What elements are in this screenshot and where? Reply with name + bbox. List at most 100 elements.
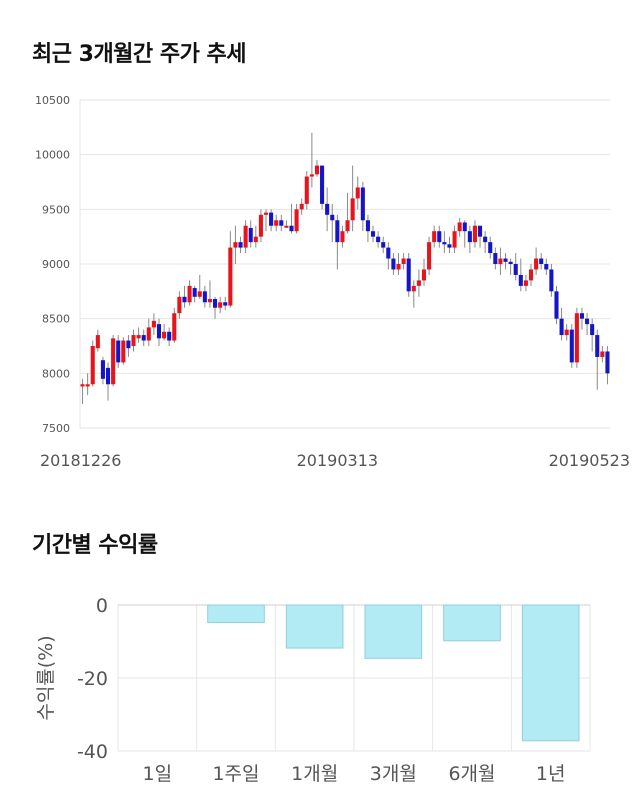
candle-body — [518, 274, 523, 286]
candle-body — [370, 231, 376, 237]
candle — [156, 318, 162, 346]
x-tick-label: 1주일 — [212, 763, 259, 785]
candle — [335, 214, 340, 270]
candle-body — [554, 291, 559, 319]
candle-body — [213, 298, 218, 308]
candle — [467, 225, 472, 254]
candle — [600, 346, 605, 363]
y-tick-label: 9000 — [42, 258, 70, 271]
candle — [590, 318, 595, 352]
candle — [294, 203, 299, 234]
y-tick-label: 8500 — [42, 313, 70, 326]
y-tick-label: 9500 — [42, 203, 70, 216]
candle — [605, 346, 610, 385]
candle — [95, 329, 100, 352]
candle — [386, 242, 391, 270]
candle — [141, 329, 146, 346]
candle — [146, 318, 151, 346]
candle — [207, 280, 212, 308]
candle-body — [365, 220, 370, 232]
candle — [121, 337, 126, 365]
candle-body — [452, 231, 457, 248]
candle-body — [177, 296, 182, 314]
candle-body — [355, 187, 360, 199]
candle — [508, 258, 513, 275]
candle — [483, 231, 488, 254]
candle-body — [411, 285, 416, 292]
candle — [406, 253, 411, 297]
candle-body — [483, 236, 488, 243]
candle — [90, 340, 95, 387]
candle-body — [207, 298, 212, 303]
candle — [350, 165, 355, 232]
candle — [289, 203, 294, 234]
candle — [177, 291, 182, 319]
candle — [80, 378, 85, 404]
candle-body — [279, 220, 284, 226]
candle — [595, 329, 600, 390]
candle — [202, 285, 207, 308]
candle-body — [294, 209, 299, 232]
candle-body — [528, 269, 534, 281]
candle — [131, 329, 136, 352]
candle-body — [427, 242, 432, 270]
candle — [218, 296, 223, 314]
candle-body — [238, 242, 243, 248]
candle-body — [503, 258, 508, 262]
candle — [248, 220, 253, 248]
candle — [223, 296, 228, 310]
return-bar — [364, 604, 423, 659]
candle-body — [569, 329, 574, 363]
candle — [182, 285, 187, 308]
candle — [151, 313, 156, 336]
candle-body — [167, 331, 172, 341]
candle-body — [121, 340, 126, 363]
candle — [187, 280, 192, 306]
y-tick-label: 10000 — [35, 149, 70, 162]
y-tick-label: 8000 — [42, 367, 70, 380]
candle — [452, 225, 457, 254]
candle — [391, 253, 396, 275]
candle — [381, 236, 386, 254]
candle-body — [233, 242, 238, 248]
chart-title-period-returns: 기간별 수익률 — [32, 533, 158, 558]
candle-body — [421, 269, 427, 281]
candle — [442, 231, 447, 254]
candle — [493, 247, 498, 270]
candle — [253, 225, 258, 248]
y-tick-label: 10500 — [35, 94, 70, 107]
candle — [564, 324, 569, 341]
candle — [269, 209, 274, 232]
candle — [258, 209, 263, 243]
candle-body — [559, 318, 564, 336]
candle-body — [549, 269, 554, 292]
candle-body — [574, 313, 579, 363]
candle — [539, 253, 544, 270]
candle — [478, 225, 483, 248]
candle — [172, 307, 177, 343]
y-axis-label: 수익률(%) — [35, 635, 57, 720]
candle-body — [462, 222, 467, 232]
candle-body — [523, 280, 528, 286]
candle-body — [600, 351, 605, 357]
candle — [365, 214, 370, 243]
candle — [360, 182, 365, 232]
candle-body — [386, 247, 391, 259]
x-tick-label: 20190313 — [297, 451, 378, 470]
candle-body — [396, 264, 401, 270]
candle — [111, 335, 116, 387]
candle-body — [146, 327, 151, 341]
candle-body — [223, 302, 228, 306]
candle-body — [85, 384, 90, 387]
candle-body — [437, 231, 442, 243]
candle-body — [248, 227, 253, 243]
candle — [304, 171, 309, 210]
return-bar — [285, 604, 344, 649]
candle-body — [100, 360, 105, 379]
candle-body — [376, 236, 381, 243]
candle-body — [314, 165, 320, 175]
candle-body — [274, 220, 279, 226]
candle — [462, 220, 467, 248]
candle-body — [156, 324, 162, 339]
